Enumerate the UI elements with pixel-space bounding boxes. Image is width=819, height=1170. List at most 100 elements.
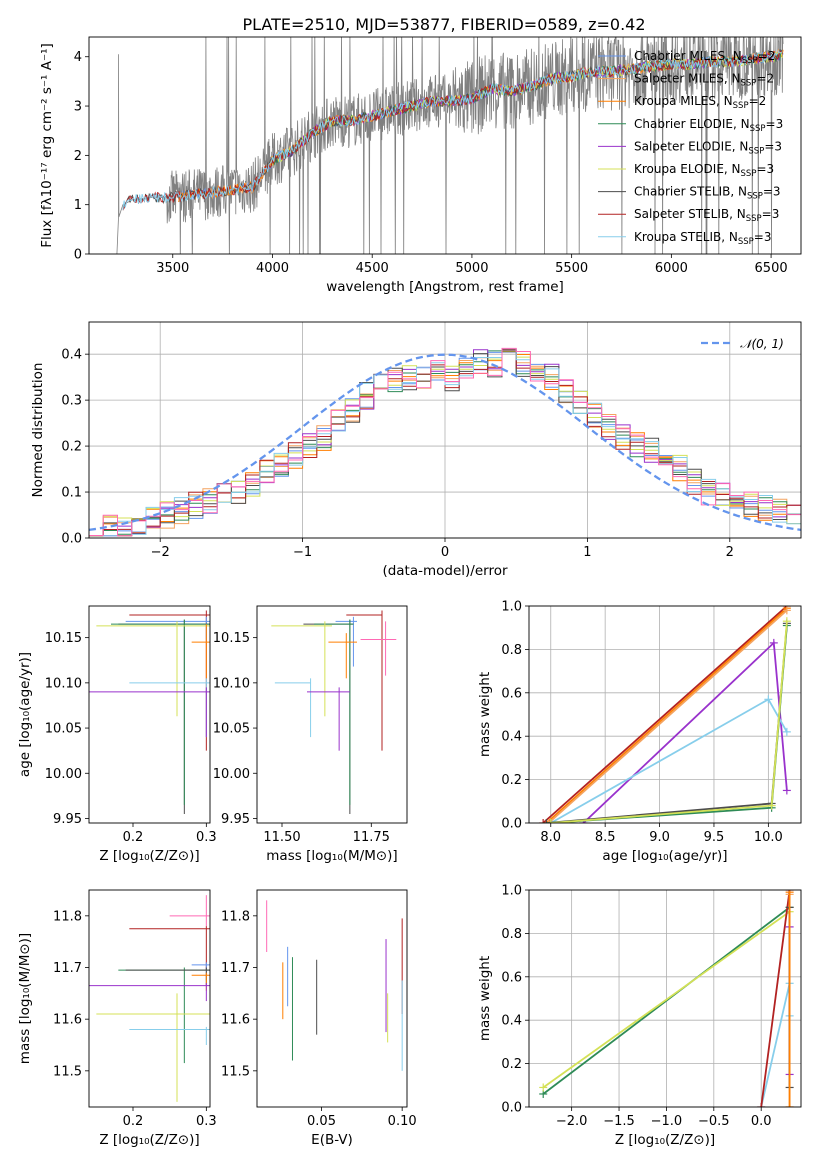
y-tick-label: 11.5 [53, 1064, 82, 1079]
y-tick-label: 0.0 [61, 532, 82, 547]
y-tick-label: 10.05 [213, 722, 250, 737]
axes-frame [256, 605, 408, 824]
x-tick-label: 1 [583, 545, 591, 560]
y-tick-label: 11.8 [221, 909, 250, 924]
errorbar-point [118, 619, 210, 814]
massweight_vs_Z-plot-area [539, 890, 794, 1107]
legend-label: Salpeter MILES, NSSP=2 [634, 72, 774, 89]
plus-marker [785, 890, 794, 897]
axes-frame [88, 605, 211, 824]
errorbar-point [89, 983, 210, 1002]
axes-frame [528, 605, 802, 824]
errorbar-point [129, 1026, 210, 1045]
y-tick-label: 10.00 [213, 767, 250, 782]
y-tick-label: 10.00 [45, 767, 82, 782]
x-tick-label: −1.5 [603, 1114, 635, 1129]
errorbar-point [111, 619, 210, 805]
errorbar-point [191, 624, 210, 679]
data-spectrum [116, 37, 784, 254]
histogram-pink [89, 347, 801, 537]
y-axis-label: Flux [fλ10⁻¹⁷ erg cm⁻² s⁻¹ A⁻¹] [39, 43, 55, 248]
x-axis-label: age [log₁₀(age/yr)] [602, 848, 727, 864]
mass_vs_Z-axes: 0.2 0.3 11.5 11.6 11.7 11.8 Z [log₁₀(Z/Z⊙)] mas… [17, 889, 217, 1148]
model-spectrum-salpeter-stelib [122, 50, 783, 211]
errorbar-point [191, 972, 210, 991]
x-axis-label: E(B-V) [311, 1132, 353, 1148]
residual-legend: 𝒩(0, 1) [701, 337, 784, 351]
plus-marker [764, 695, 773, 704]
massweight-line [545, 607, 788, 823]
y-tick-label: 0.6 [501, 686, 522, 701]
age_vs_mass-axes: 11.50 11.75 9.95 10.00 10.05 10.10 10.15 mass [… [213, 605, 408, 864]
legend-label: 𝒩(0, 1) [740, 337, 784, 351]
y-tick-label: 0.6 [501, 970, 522, 985]
x-tick-label: 0.10 [388, 1114, 417, 1129]
legend-label: Salpeter STELIB, NSSP=3 [634, 207, 779, 224]
x-tick-label: 0.2 [123, 830, 144, 845]
y-tick-label: 0.4 [501, 1014, 522, 1029]
x-tick-label: −0.5 [698, 1114, 730, 1129]
x-tick-label: 8.0 [540, 830, 561, 845]
massweight-line [542, 910, 791, 1089]
y-tick-label: 0.4 [61, 348, 82, 363]
x-tick-label: −2 [151, 545, 170, 560]
x-tick-label: −1 [293, 545, 312, 560]
age_vs_Z-plot-area [89, 610, 210, 814]
massweight-line [542, 606, 788, 823]
errorbar-point [125, 967, 210, 986]
mass_vs_ebv-plot-area [266, 900, 403, 1071]
legend-label: Chabrier MILES, NSSP=2 [634, 49, 775, 66]
y-tick-label: 11.7 [53, 961, 82, 976]
y-axis-label: mass weight [477, 956, 493, 1041]
errorbar-point [314, 619, 354, 805]
residual-plot-area [89, 347, 801, 537]
x-tick-label: 3500 [156, 261, 189, 276]
y-tick-label: 11.8 [53, 909, 82, 924]
plus-marker [782, 606, 791, 615]
errorbar-point [129, 678, 210, 738]
y-tick-label: 1.0 [501, 600, 522, 615]
y-tick-label: 0.1 [61, 486, 82, 501]
age_vs_Z-axes: 0.2 0.3 9.95 10.00 10.05 10.10 10.15 Z [log₁₀(Z… [17, 605, 217, 864]
plus-marker [782, 786, 791, 795]
x-tick-label: 0.3 [196, 1114, 217, 1129]
x-tick-label: 0.3 [196, 830, 217, 845]
x-tick-label: 6500 [755, 261, 788, 276]
x-tick-label: −2.0 [556, 1114, 588, 1129]
plus-marker [542, 819, 551, 823]
x-axis-label: mass [log₁₀(M/M⊙)] [266, 848, 397, 864]
x-tick-label: 5500 [555, 261, 588, 276]
x-axis-label: Z [log₁₀(Z/Z⊙)] [615, 1132, 715, 1148]
y-tick-label: 3 [74, 100, 82, 115]
x-axis-label: Z [log₁₀(Z/Z⊙)] [99, 1132, 199, 1148]
massweight-line [582, 640, 788, 823]
x-tick-label: 5000 [455, 261, 488, 276]
x-tick-label: 0.05 [307, 1114, 336, 1129]
y-tick-label: 10.15 [45, 631, 82, 646]
axes-frame [88, 36, 802, 255]
x-tick-label: 9.5 [704, 830, 725, 845]
errorbar-point [271, 621, 332, 717]
y-tick-label: 10.10 [45, 676, 82, 691]
y-tick-label: 0.4 [501, 730, 522, 745]
legend-label: Kroupa MILES, NSSP=2 [634, 94, 766, 111]
x-tick-label: 8.5 [595, 830, 616, 845]
y-axis-label: mass weight [477, 672, 493, 757]
legend-label: Kroupa STELIB, NSSP=3 [634, 230, 772, 247]
legend-label: Salpeter ELODIE, NSSP=3 [634, 139, 782, 156]
y-tick-label: 0.0 [501, 1101, 522, 1116]
axes-frame [88, 321, 802, 539]
residuals-axes: −2 −1 0 1 2 0.0 0.1 0.2 0.3 0.4 (data-model)/error… [30, 321, 802, 579]
massweight-line [760, 890, 791, 1107]
y-tick-label: 11.5 [221, 1064, 250, 1079]
y-tick-label: 0.0 [501, 817, 522, 832]
y-tick-label: 0.8 [501, 927, 522, 942]
massweight_vs_age-axes: 8.0 8.5 9.0 9.5 10.0 0.0 0.2 0.4 0.6 0.8 1.0 age [l… [477, 600, 802, 864]
y-tick-label: 9.95 [53, 812, 82, 827]
errorbar-point [89, 687, 210, 738]
errorbar-point [307, 687, 350, 751]
mass_vs_Z-plot-area [89, 895, 210, 1102]
spectrum-axes: 3500 4000 4500 5000 5500 6000 6500 0 1 2 3 4 wavelen… [39, 36, 802, 295]
plus-marker [785, 1103, 794, 1107]
